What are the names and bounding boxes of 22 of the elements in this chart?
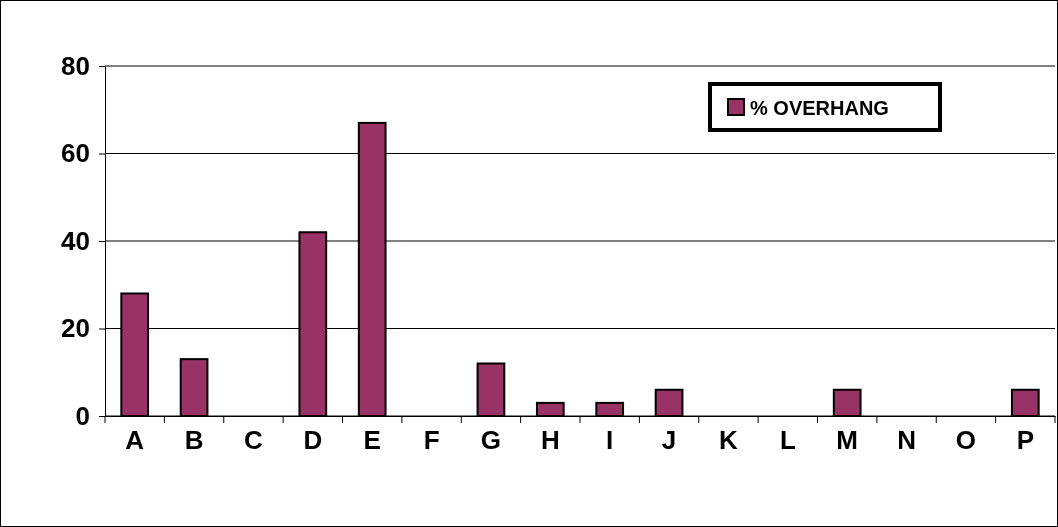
x-tick-label: A: [125, 425, 145, 455]
x-tick-label: J: [661, 425, 677, 455]
y-tick-label: 80: [61, 50, 90, 81]
x-tick-label: I: [606, 425, 614, 455]
x-tick-label: H: [540, 425, 560, 455]
x-tick-label: O: [955, 425, 977, 455]
x-tick-label: K: [719, 425, 739, 455]
x-tick-label: E: [363, 425, 381, 455]
y-tick-label: 60: [61, 138, 90, 169]
legend-label: % OVERHANG: [750, 97, 889, 119]
x-tick-label: D: [303, 425, 323, 455]
x-tick-label: M: [836, 425, 859, 455]
y-tick-label: 40: [61, 225, 90, 256]
y-tick-label: 20: [61, 313, 90, 344]
x-tick-label: N: [897, 425, 916, 455]
x-tick-label: F: [423, 425, 440, 455]
y-tick-label: 0: [75, 400, 90, 431]
x-tick-label: P: [1016, 425, 1034, 455]
x-tick-label: C: [244, 425, 264, 455]
x-tick-label: B: [184, 425, 204, 455]
x-tick-label: L: [779, 425, 796, 455]
x-tick-label: G: [480, 425, 502, 455]
